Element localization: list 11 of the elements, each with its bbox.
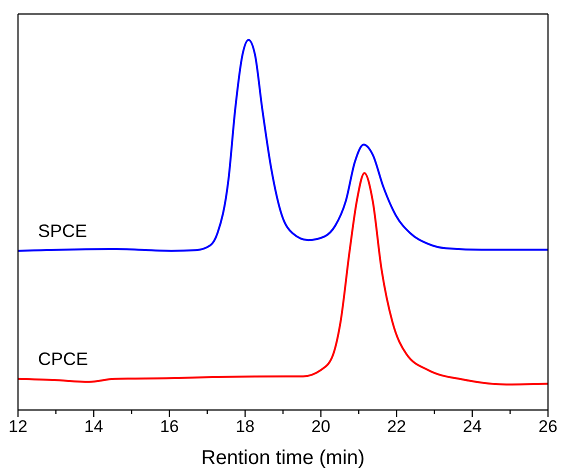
x-tick-label: 20 (311, 417, 330, 436)
x-tick-label: 24 (462, 417, 482, 436)
x-tick-label: 14 (84, 417, 104, 436)
x-tick-label: 26 (538, 417, 558, 436)
x-tick-label: 12 (8, 417, 28, 436)
x-tick-label: 22 (387, 417, 406, 436)
series-label: CPCE (38, 348, 88, 369)
series-label: SPCE (38, 220, 88, 241)
x-tick-label: 16 (160, 417, 179, 436)
x-tick-label: 18 (236, 417, 255, 436)
x-axis-title: Rention time (min) (201, 447, 365, 469)
